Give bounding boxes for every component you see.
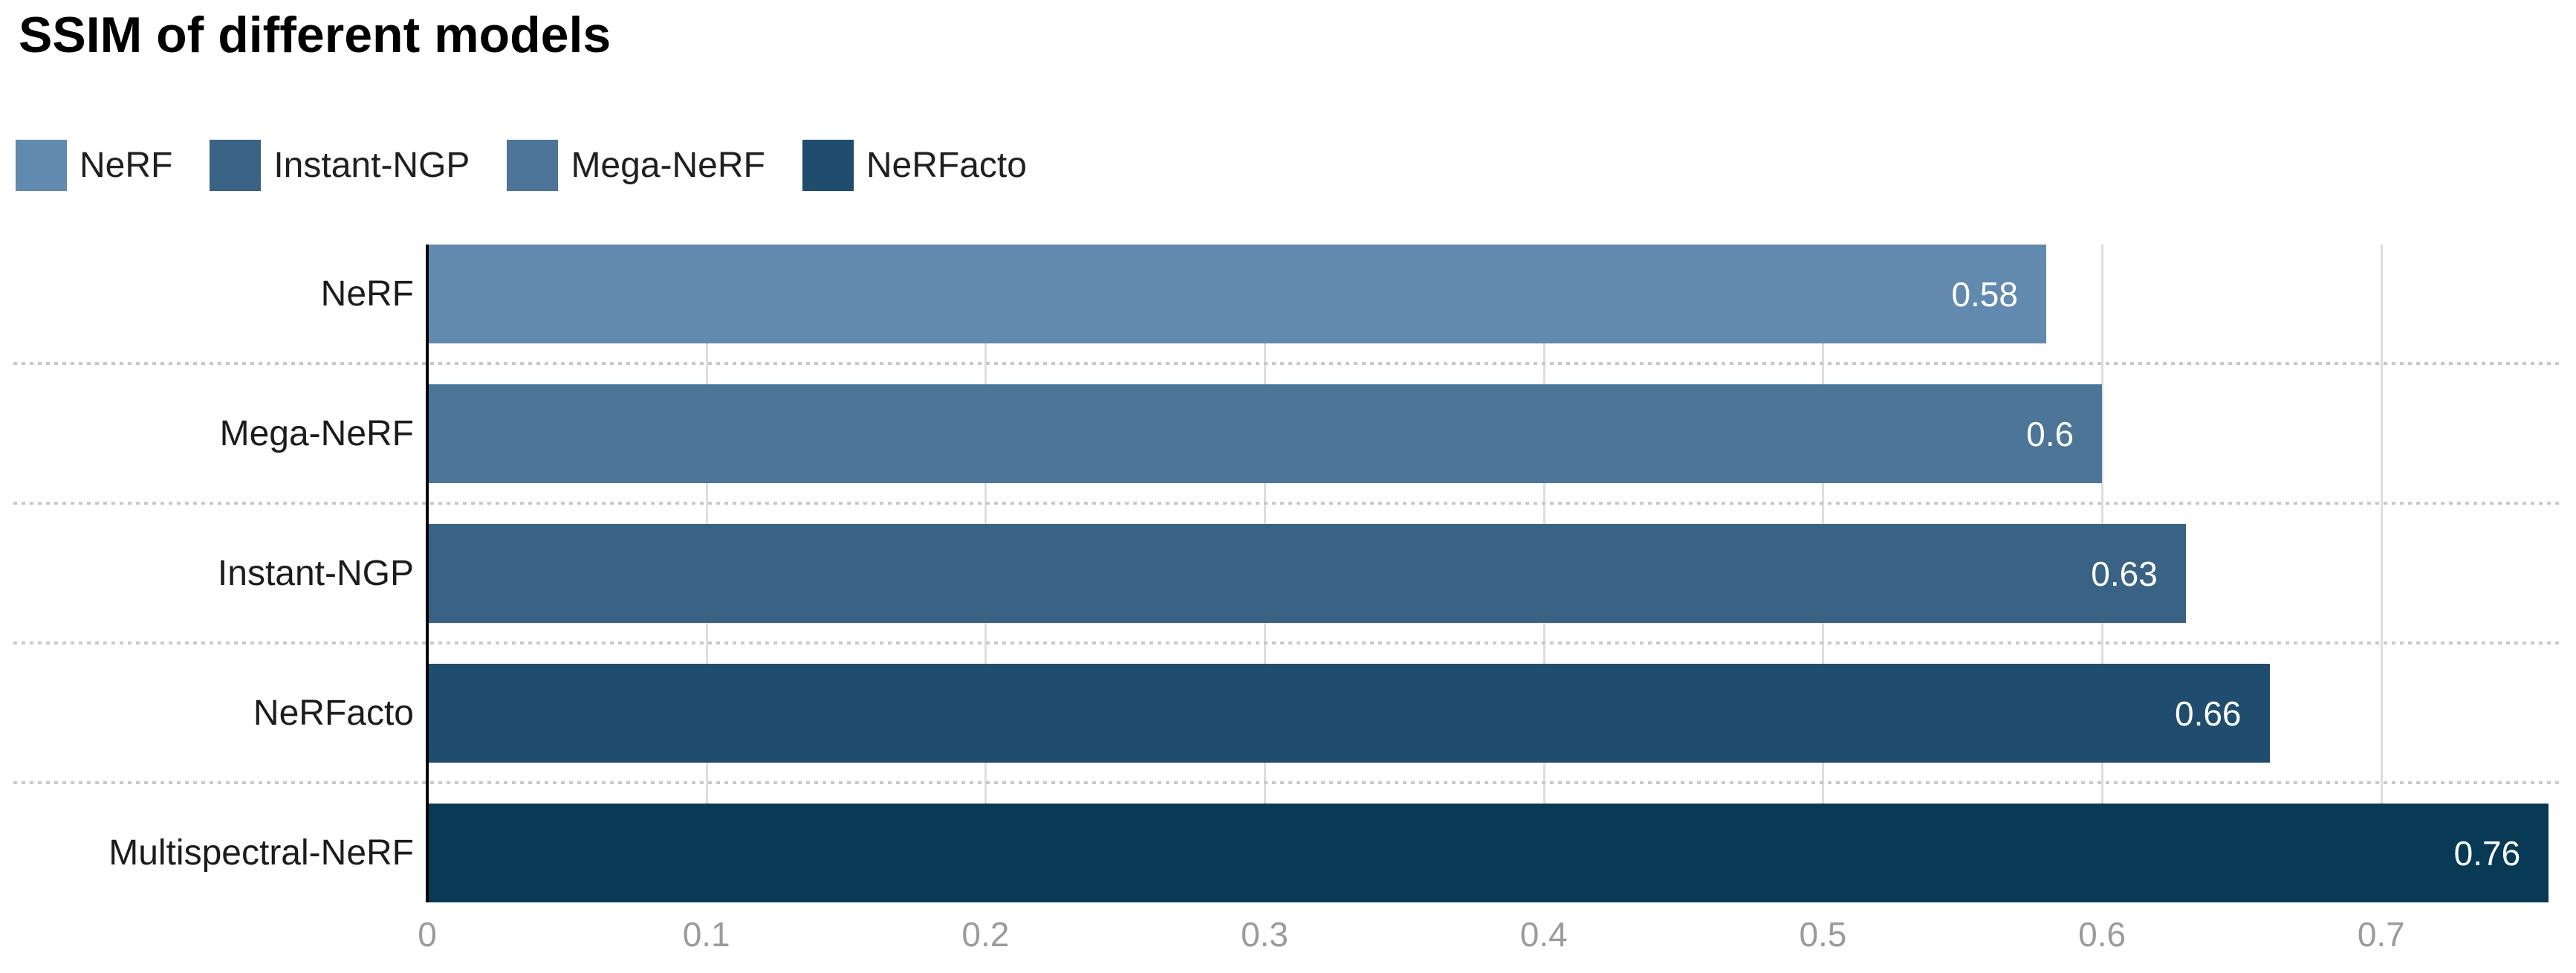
legend-item-label: NeRF	[80, 146, 173, 185]
chart-title: SSIM of different models	[19, 7, 611, 63]
legend-item: Instant-NGP	[210, 140, 470, 191]
legend-swatch	[210, 140, 262, 191]
legend-item-label: Instant-NGP	[273, 146, 470, 185]
bar-track: 0.6	[427, 384, 2563, 483]
bar-row: NeRF 0.58	[0, 245, 2576, 343]
category-label: NeRFacto	[253, 694, 414, 733]
legend-item: NeRF	[16, 140, 172, 191]
x-tick-label: 0.6	[2078, 915, 2126, 954]
bar-row: Instant-NGP 0.63	[0, 524, 2576, 623]
bar-row: Multispectral-NeRF 0.76	[0, 804, 2576, 902]
bar: 0.66	[427, 664, 2270, 763]
x-axis: 0 0.1 0.2 0.3 0.4 0.5 0.6 0.7	[418, 914, 2563, 959]
bar-track: 0.66	[427, 664, 2563, 763]
x-tick-label: 0.4	[1519, 915, 1568, 954]
bar-value-label: 0.6	[2026, 414, 2074, 453]
bar: 0.63	[427, 524, 2186, 623]
category-label: NeRF	[320, 274, 414, 314]
category-label: Multispectral-NeRF	[108, 833, 414, 873]
row-separator	[13, 641, 2563, 644]
row-separator	[13, 502, 2563, 505]
bar-track: 0.63	[427, 524, 2563, 623]
row-separator	[13, 781, 2563, 784]
x-tick-label: 0.1	[682, 915, 730, 954]
bar-row: Mega-NeRF 0.6	[0, 384, 2576, 483]
bar: 0.58	[427, 245, 2046, 343]
gridline	[2380, 245, 2383, 902]
bar-value-label: 0.58	[1951, 274, 2018, 314]
legend-item-label: NeRFacto	[866, 146, 1027, 185]
legend-swatch	[16, 140, 67, 191]
x-tick-label: 0.5	[1799, 915, 1847, 954]
plot-area: NeRF 0.58 Mega-NeRF 0.6 Instant-NGP 0.63 NeRFa…	[0, 245, 2576, 902]
bar-track: 0.58	[427, 245, 2563, 343]
bar: 0.6	[427, 384, 2103, 483]
legend-swatch	[507, 140, 559, 191]
legend: NeRF Instant-NGP Mega-NeRF NeRFacto	[16, 140, 1027, 191]
legend-item: Mega-NeRF	[507, 140, 765, 191]
row-separator	[13, 362, 2563, 365]
bar-value-label: 0.76	[2453, 833, 2521, 873]
x-tick-label: 0	[418, 915, 437, 954]
bar-row: NeRFacto 0.66	[0, 664, 2576, 763]
category-label: Mega-NeRF	[219, 414, 414, 453]
bar-value-label: 0.63	[2091, 554, 2158, 593]
x-tick-label: 0.7	[2357, 915, 2405, 954]
category-label: Instant-NGP	[217, 554, 414, 593]
x-tick-label: 0.2	[961, 915, 1010, 954]
y-axis-line	[426, 245, 429, 902]
legend-item-label: Mega-NeRF	[571, 146, 765, 185]
x-tick-label: 0.3	[1241, 915, 1289, 954]
bar-value-label: 0.66	[2174, 694, 2242, 733]
legend-item: NeRFacto	[802, 140, 1027, 191]
bar: 0.76	[427, 804, 2549, 902]
bar-track: 0.76	[427, 804, 2563, 902]
legend-swatch	[802, 140, 854, 191]
